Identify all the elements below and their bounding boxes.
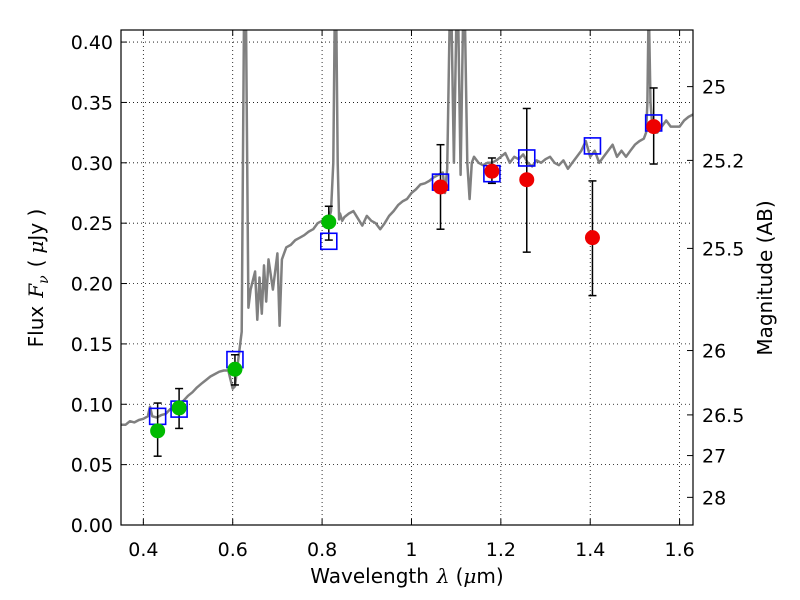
nir-point <box>646 119 662 135</box>
y2-axis-label: Magnitude (AB) <box>753 200 777 355</box>
y2-tick-label: 28 <box>702 487 726 509</box>
axis-ticks <box>121 30 693 526</box>
y-tick-label: 0.20 <box>71 274 113 296</box>
error-bars <box>153 87 658 457</box>
y2-tick-label: 25 <box>702 77 726 99</box>
model-point <box>583 137 602 155</box>
plot-frame <box>120 29 694 526</box>
x-tick-label: 1.6 <box>664 539 694 561</box>
y-tick-label: 0.10 <box>71 394 113 416</box>
optical-point <box>171 400 187 416</box>
nir-point <box>519 172 535 188</box>
nir-point <box>484 163 500 179</box>
y-tick-label: 0.40 <box>71 32 113 54</box>
x-tick-label: 0.6 <box>218 539 248 561</box>
x-tick-label: 1 <box>405 539 417 561</box>
y-tick-label: 0.25 <box>71 213 113 235</box>
y2-tick-label: 26 <box>702 341 726 363</box>
nir-point <box>584 230 600 246</box>
optical-point <box>321 214 337 230</box>
tick-labels: 0.4 0.6 0.8 1 1.2 1.4 1.6 0.00 0.05 0.10 0.15 0.20 0… <box>71 32 745 561</box>
x-tick-label: 1.2 <box>486 539 516 561</box>
y-tick-label: 0.35 <box>71 92 113 114</box>
y-tick-label: 0.00 <box>71 515 113 537</box>
y-axis-label: FluxFν(μJy ) <box>24 209 52 348</box>
x-axis-label: Wavelength λ (μm) <box>310 564 503 588</box>
nir-point <box>433 179 449 195</box>
optical-point <box>227 361 243 377</box>
y-tick-label: 0.30 <box>71 153 113 175</box>
y2-tick-label: 25.5 <box>702 238 744 260</box>
data-markers <box>148 114 663 439</box>
x-tick-label: 0.8 <box>307 539 337 561</box>
spectrum-series <box>121 30 693 427</box>
y-tick-label: 0.05 <box>71 455 113 477</box>
y2-tick-label: 26.5 <box>702 405 744 427</box>
optical-point <box>150 423 166 439</box>
y2-tick-label: 27 <box>702 446 726 468</box>
x-tick-label: 0.4 <box>128 539 158 561</box>
spectrum-line <box>121 30 693 427</box>
y-tick-label: 0.15 <box>71 334 113 356</box>
model-point <box>517 149 536 167</box>
y2-tick-label: 25.2 <box>702 150 744 172</box>
grid-lines <box>121 30 693 526</box>
x-tick-label: 1.4 <box>575 539 605 561</box>
model-point <box>319 232 338 251</box>
